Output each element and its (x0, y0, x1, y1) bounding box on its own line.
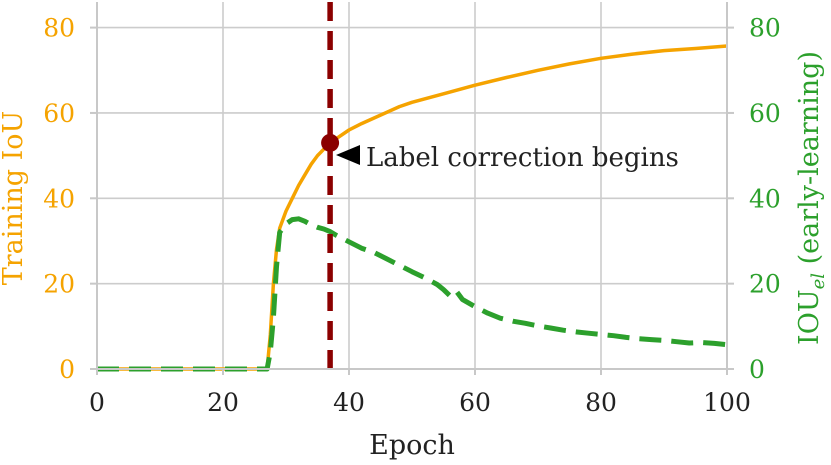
series-layer (97, 2, 728, 372)
right-axis-title-subscript: el (808, 273, 829, 290)
axes (94, 2, 730, 370)
grid (96, 2, 728, 370)
left-tick-label: 80 (43, 14, 75, 43)
left-tick-label: 0 (59, 355, 75, 384)
annotation-arrowhead (336, 145, 360, 165)
x-tick-label: 60 (459, 388, 491, 417)
ticks: 0 20 40 60 80 100 0 20 40 60 80 0 20 40 60 80 (43, 14, 781, 417)
left-tick-label: 20 (43, 270, 75, 299)
x-tick-label: 100 (703, 388, 751, 417)
x-tick-label: 20 (207, 388, 239, 417)
right-tick-label: 60 (749, 99, 781, 128)
right-tick-label: 20 (749, 270, 781, 299)
right-axis-title-main: IOU (794, 289, 825, 345)
x-tick-label: 40 (333, 388, 365, 417)
right-axis-title: IOUel (early-learning) (794, 51, 829, 345)
left-tick-label: 60 (43, 99, 75, 128)
label-correction-marker (321, 133, 340, 152)
right-axis-title-suffix: (early-learning) (794, 51, 825, 273)
right-tick-label: 40 (749, 184, 781, 213)
x-tick-label: 80 (585, 388, 617, 417)
early-learning-iou-line (97, 216, 728, 372)
right-tick-label: 0 (749, 355, 765, 384)
training-iou-line (97, 44, 728, 371)
right-tick-label: 80 (749, 14, 781, 43)
x-axis-title: Epoch (369, 430, 455, 461)
annotation-label: Label correction begins (366, 143, 679, 173)
x-tick-label: 0 (89, 388, 105, 417)
left-tick-label: 40 (43, 184, 75, 213)
left-axis-title: Training IoU (0, 111, 29, 286)
